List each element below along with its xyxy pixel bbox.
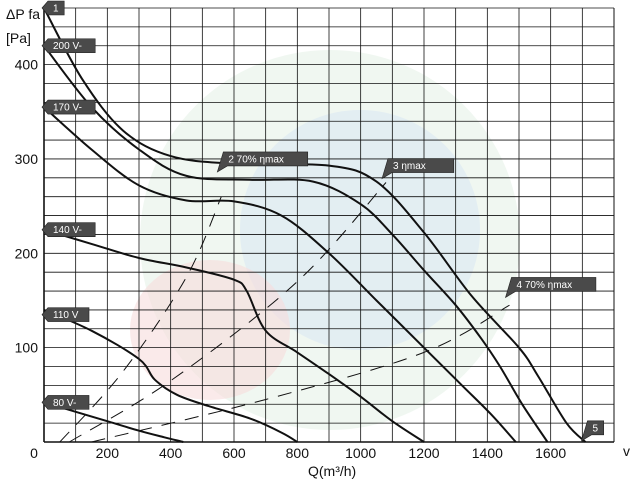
watermark-logo [130, 50, 520, 430]
efficiency-line-2 [69, 182, 387, 443]
curve-tag-2: 200 V- [41, 38, 96, 54]
tag-label: 200 V- [53, 41, 82, 52]
curve-tags: 1 200 V- 170 V- 140 V- 110 V 80 V- 2 70% ηmax 3… [41, 0, 604, 442]
series-line-5 [43, 308, 298, 443]
series-line-1 [43, 7, 587, 443]
tag-label: 5 [593, 423, 599, 434]
x-axis-title: Q(m³/h) [308, 463, 357, 479]
curve-tag-3: 170 V- [41, 99, 96, 115]
x-tick-label: 800 [286, 445, 310, 461]
series-line-6 [43, 401, 184, 443]
watermark-accent [130, 260, 290, 400]
tag-shape [41, 38, 96, 54]
y-axis-title-line1: ΔP fa [6, 6, 41, 22]
series-curves [43, 7, 587, 443]
x-axis-end-label: v [623, 443, 630, 459]
series-line-3 [43, 106, 517, 443]
tag-shape [381, 158, 455, 180]
tag-label: 110 V [53, 310, 79, 321]
tag-label: 1 [53, 4, 59, 15]
y-tick-label: 200 [15, 245, 39, 261]
tag-label: 170 V- [53, 103, 82, 114]
x-tick-label: 1400 [472, 445, 503, 461]
tag-shape [41, 0, 65, 16]
axes [43, 8, 615, 443]
x-tick-label: 1600 [535, 445, 566, 461]
tag-shape [580, 420, 604, 442]
curve-tag-4: 140 V- [41, 222, 96, 238]
y-tick-label: 400 [15, 57, 39, 73]
series-line-2 [43, 45, 549, 443]
tag-shape [504, 277, 597, 299]
tag-label: 4 70% ηmax [517, 280, 573, 291]
x-tick-label: 0 [30, 445, 38, 461]
tag-shape [41, 307, 90, 322]
curve-tag-8: 3 ηmax [381, 158, 455, 180]
efficiency-lines [59, 182, 510, 443]
y-tick-label: 100 [15, 340, 39, 356]
x-tick-label: 1000 [345, 445, 376, 461]
tag-shape [41, 99, 96, 115]
curve-tag-7: 2 70% ηmax [216, 151, 309, 173]
tag-shape [41, 222, 96, 238]
x-tick-label: 400 [159, 445, 183, 461]
grid [43, 7, 615, 442]
efficiency-line-3 [91, 304, 510, 443]
tag-label: 80 V- [53, 398, 76, 409]
curve-tag-5: 110 V [41, 307, 90, 322]
tag-shape [41, 395, 90, 410]
curve-tag-6: 80 V- [41, 395, 90, 410]
x-tick-label: 200 [96, 445, 120, 461]
series-line-4 [43, 228, 425, 443]
curve-tag-10: 5 [580, 420, 604, 442]
curve-tag-9: 4 70% ηmax [504, 277, 597, 299]
tag-label: 2 70% ηmax [228, 154, 284, 165]
curve-tag-1: 1 [41, 0, 65, 16]
tag-shape [216, 151, 309, 173]
tag-label: 140 V- [53, 225, 82, 236]
x-tick-label: 600 [222, 445, 246, 461]
tick-labels: 0 200 400 600 800 1000 1200 1400 1600 100 200 300 40… [15, 57, 567, 461]
efficiency-line-1 [59, 196, 222, 443]
y-tick-label: 300 [15, 151, 39, 167]
y-axis-title-line2: [Pa] [6, 30, 31, 46]
tag-label: 3 ηmax [393, 161, 426, 172]
x-tick-label: 1200 [408, 445, 439, 461]
